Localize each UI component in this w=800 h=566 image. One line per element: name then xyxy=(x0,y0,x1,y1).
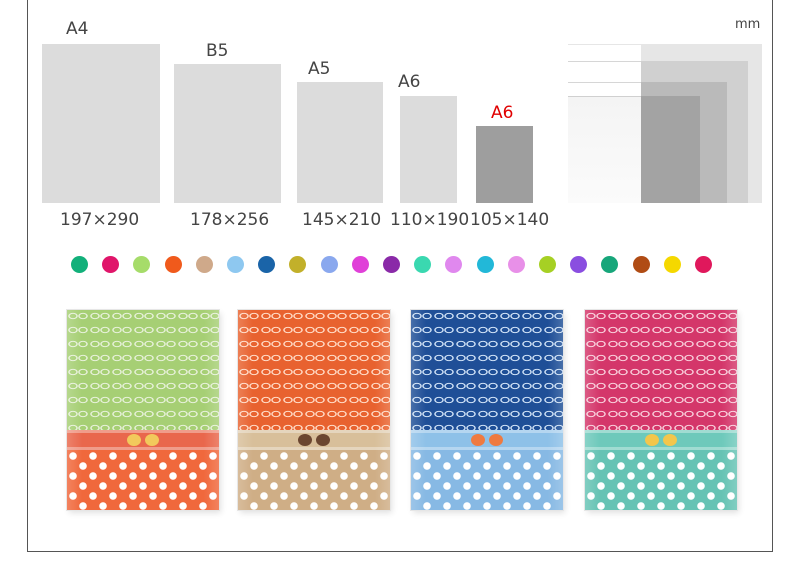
size-dims-b5: 178×256 xyxy=(190,210,270,230)
size-dims-a6-large: 110×190 xyxy=(390,210,470,230)
guide-line-1 xyxy=(568,44,641,45)
notebook-cover-pattern xyxy=(67,310,219,430)
notebook-blue-lightblue[interactable] xyxy=(411,310,563,510)
size-card-a6-small xyxy=(476,126,533,203)
notebook-ribbon-band xyxy=(411,430,563,450)
color-swatch-16[interactable] xyxy=(539,256,556,273)
size-card-b5 xyxy=(174,64,281,203)
size-label-a4: A4 xyxy=(66,19,89,39)
bow-icon xyxy=(471,434,503,446)
notebook-cover-pattern xyxy=(585,310,737,430)
notebook-sleeve-gloss xyxy=(585,310,737,510)
notebook-pink-teal[interactable] xyxy=(585,310,737,510)
color-swatch-2[interactable] xyxy=(102,256,119,273)
notebook-sleeve-gloss xyxy=(411,310,563,510)
content-frame xyxy=(27,0,773,552)
size-label-a6-small: A6 xyxy=(491,103,514,123)
notebook-cover-pattern xyxy=(411,310,563,430)
notebook-cover-pattern xyxy=(238,310,390,430)
overlay-a6 xyxy=(641,96,700,203)
color-swatch-19[interactable] xyxy=(633,256,650,273)
color-swatch-18[interactable] xyxy=(601,256,618,273)
notebook-sleeve-gloss xyxy=(238,310,390,510)
size-card-a5 xyxy=(297,82,383,203)
notebook-polka-dots xyxy=(67,450,219,510)
color-swatch-6[interactable] xyxy=(227,256,244,273)
size-dims-a6-small: 105×140 xyxy=(470,210,550,230)
notebook-polka-dots xyxy=(585,450,737,510)
color-swatch-14[interactable] xyxy=(477,256,494,273)
color-swatch-1[interactable] xyxy=(71,256,88,273)
color-swatch-8[interactable] xyxy=(289,256,306,273)
bow-icon xyxy=(645,434,677,446)
notebook-sleeve-gloss xyxy=(67,310,219,510)
bow-icon xyxy=(298,434,330,446)
size-dims-a4: 197×290 xyxy=(60,210,140,230)
color-swatch-10[interactable] xyxy=(352,256,369,273)
guide-fill xyxy=(568,97,641,203)
notebook-ribbon-band xyxy=(67,430,219,450)
notebook-ribbon-band xyxy=(585,430,737,450)
color-swatch-3[interactable] xyxy=(133,256,150,273)
size-label-b5: B5 xyxy=(206,41,229,61)
notebook-ribbon-band xyxy=(238,430,390,450)
guide-line-4 xyxy=(568,96,641,97)
color-swatch-13[interactable] xyxy=(445,256,462,273)
size-label-a5: A5 xyxy=(308,59,331,79)
size-dims-a5: 145×210 xyxy=(302,210,382,230)
color-swatch-9[interactable] xyxy=(321,256,338,273)
bow-icon xyxy=(127,434,159,446)
notebook-polka-dots xyxy=(238,450,390,510)
guide-line-3 xyxy=(568,82,641,83)
color-swatch-7[interactable] xyxy=(258,256,275,273)
color-swatch-12[interactable] xyxy=(414,256,431,273)
notebook-orange-tan[interactable] xyxy=(238,310,390,510)
color-swatch-11[interactable] xyxy=(383,256,400,273)
unit-label: mm xyxy=(735,17,761,32)
color-swatch-5[interactable] xyxy=(196,256,213,273)
color-swatch-4[interactable] xyxy=(165,256,182,273)
size-card-a4 xyxy=(42,44,160,203)
color-swatch-17[interactable] xyxy=(570,256,587,273)
notebook-polka-dots xyxy=(411,450,563,510)
size-card-a6-large xyxy=(400,96,457,203)
size-label-a6-large: A6 xyxy=(398,72,421,92)
color-swatch-20[interactable] xyxy=(664,256,681,273)
guide-line-2 xyxy=(568,61,641,62)
notebook-green-orange[interactable] xyxy=(67,310,219,510)
color-swatch-21[interactable] xyxy=(695,256,712,273)
color-swatch-15[interactable] xyxy=(508,256,525,273)
